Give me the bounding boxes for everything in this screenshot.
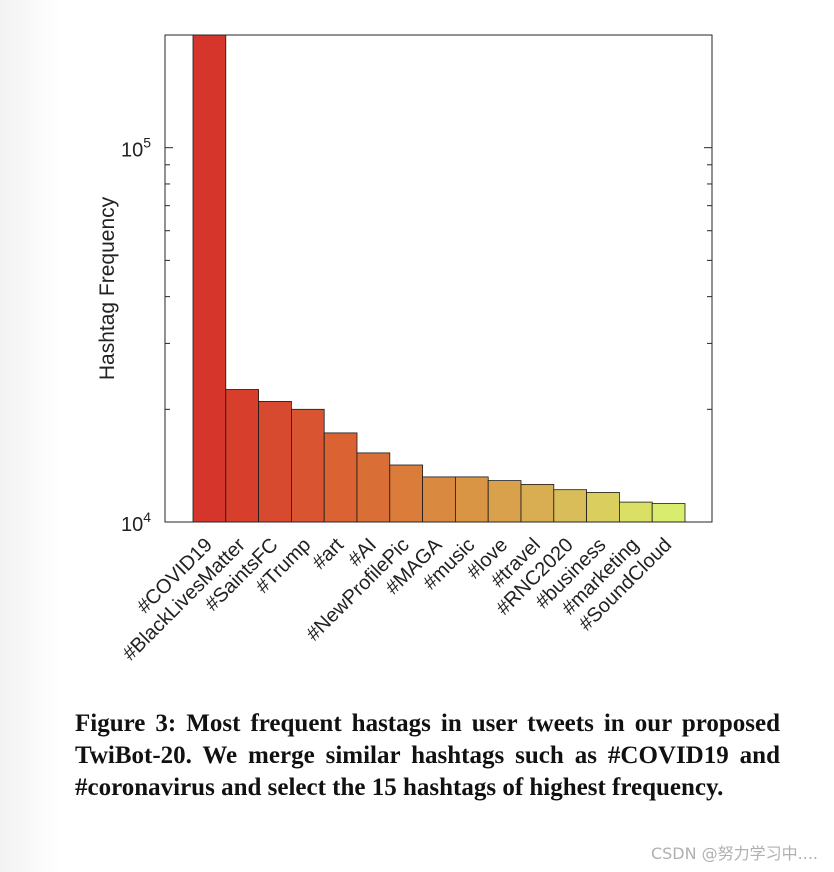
figure-caption: Figure 3: Most frequent hastags in user … [75, 710, 780, 801]
page-edge-shade [0, 0, 60, 872]
bar-covid19 [192, 34, 227, 523]
y-axis-label: Hashtag Frequency [96, 196, 119, 380]
bar-trump [290, 408, 325, 523]
bar-art [323, 432, 358, 523]
bars-group [192, 34, 686, 523]
bar-rnc2020 [553, 489, 587, 523]
bar-music [454, 476, 489, 523]
bar-love [487, 480, 522, 523]
bar-ai [356, 452, 391, 523]
x-tick-label: #art [308, 534, 348, 574]
bar-newprofilepic [389, 464, 423, 523]
bar-business [586, 491, 620, 523]
plot-frame [164, 34, 713, 523]
bar-travel [520, 483, 555, 523]
x-tick-labels: #COVID19#BlackLivesMatter#SaintsFC#Trump… [119, 534, 677, 666]
watermark: CSDN @努力学习中.... [650, 844, 818, 863]
y-tick-labels: 104 105 [121, 135, 151, 536]
bar-soundcloud [651, 503, 686, 523]
bar-maga [422, 476, 456, 523]
bar-marketing [619, 501, 653, 523]
bar-saintsfc [258, 400, 292, 523]
y-tick-label: 105 [121, 135, 151, 162]
bar-blacklivesmatter [225, 389, 260, 523]
y-tick-label: 104 [121, 509, 151, 536]
bar-chart: 104 105 #COVID19#BlackLivesMatter#SaintsF… [96, 34, 713, 666]
